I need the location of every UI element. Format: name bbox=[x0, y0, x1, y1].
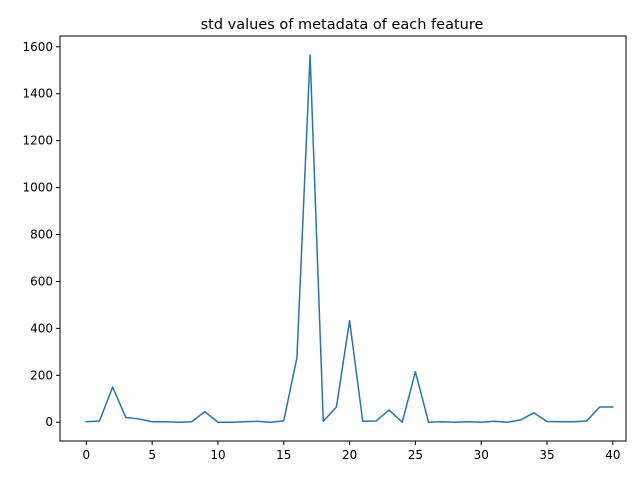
x-tick-label: 20 bbox=[342, 448, 357, 462]
axes-frame bbox=[59, 35, 627, 442]
y-tick-label: 200 bbox=[30, 368, 53, 382]
y-tick-label: 400 bbox=[30, 321, 53, 335]
y-tick-label: 600 bbox=[30, 274, 53, 288]
x-tick-label: 35 bbox=[539, 448, 554, 462]
y-tick-label: 1200 bbox=[22, 134, 53, 148]
x-tick-label: 40 bbox=[605, 448, 620, 462]
axes: 0 5 10 15 20 25 30 35 40020040060080010001200140… bbox=[22, 35, 627, 462]
plot-area bbox=[85, 54, 614, 423]
x-tick-label: 0 bbox=[83, 448, 91, 462]
y-tick-label: 1600 bbox=[22, 40, 53, 54]
x-tick-label: 10 bbox=[210, 448, 225, 462]
x-tick-label: 15 bbox=[276, 448, 291, 462]
x-tick-label: 25 bbox=[408, 448, 423, 462]
y-tick-label: 1000 bbox=[22, 181, 53, 195]
y-tick-label: 1400 bbox=[22, 87, 53, 101]
series-line-0 bbox=[85, 54, 614, 423]
x-tick-label: 5 bbox=[148, 448, 156, 462]
x-tick-label: 30 bbox=[474, 448, 489, 462]
y-tick-label: 800 bbox=[30, 228, 53, 242]
y-tick-label: 0 bbox=[45, 415, 53, 429]
chart-title: std values of metadata of each feature bbox=[201, 17, 484, 33]
